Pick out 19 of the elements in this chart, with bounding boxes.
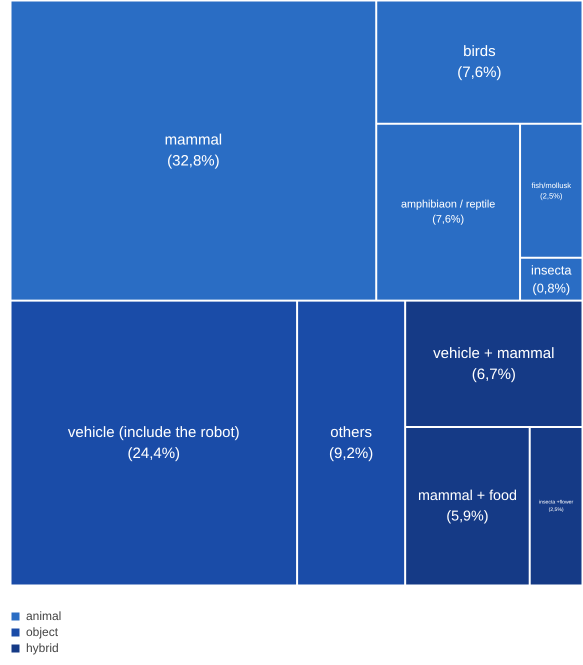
- data-label: (7,6%): [432, 214, 464, 226]
- data-label: (9,2%): [329, 445, 374, 462]
- category-label: birds: [463, 43, 496, 60]
- data-label: (6,7%): [472, 366, 516, 383]
- category-label: amphibiaon / reptile: [401, 198, 496, 211]
- category-label: mammal: [164, 132, 222, 149]
- legend-label: animal: [26, 609, 62, 623]
- category-label: mammal + food: [418, 488, 517, 504]
- category-label: others: [330, 424, 372, 442]
- data-label: (24,4%): [128, 445, 180, 462]
- legend-label: hybrid: [26, 641, 59, 655]
- data-label: (7,6%): [457, 64, 502, 82]
- data-label: (0,8%): [532, 280, 570, 296]
- category-label: insecta: [531, 262, 572, 278]
- legend-label: object: [26, 625, 58, 639]
- category-label: vehicle + mammal: [433, 344, 554, 362]
- category-label: vehicle (include the robot): [68, 424, 240, 442]
- data-label: (5,9%): [446, 508, 488, 524]
- data-label: (32,8%): [167, 152, 220, 170]
